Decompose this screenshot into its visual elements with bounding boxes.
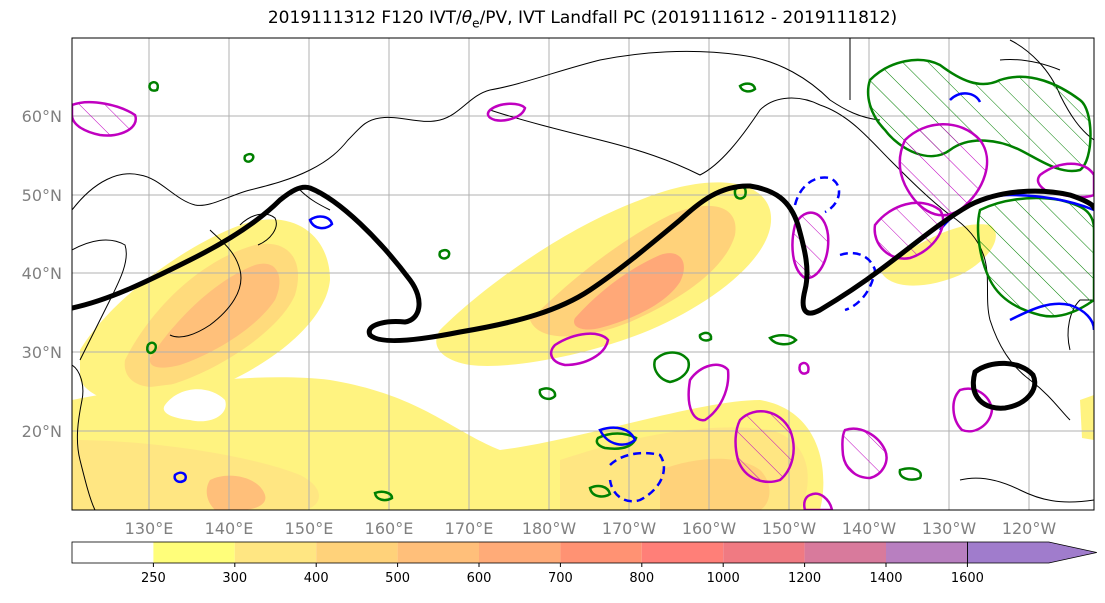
pv-contour	[72, 183, 1094, 411]
lon-label: 140°E	[205, 519, 254, 538]
map-area	[72, 38, 1094, 510]
colorbar-tick-label: 300	[222, 571, 247, 586]
colorbar-tick-label: 1000	[707, 571, 740, 586]
colorbar-tick-label: 250	[141, 571, 166, 586]
colorbar-cell	[72, 542, 154, 563]
longitude-labels: 130°E 140°E 150°E 160°E 170°E 180°W 170°…	[125, 519, 1057, 538]
colorbar-tick-label: 700	[548, 571, 573, 586]
title-prefix: 2019111312 F120 IVT/	[267, 8, 462, 28]
colorbar-tick-label: 500	[385, 571, 410, 586]
colorbar-cell	[641, 542, 724, 563]
map-frame	[71, 37, 1095, 511]
colorbar-cells	[71, 541, 1097, 564]
colorbar-tick-label: 600	[467, 571, 492, 586]
colorbar-cell	[804, 542, 886, 563]
colorbar-tick-label: 1600	[951, 571, 984, 586]
theta-symbol: θ	[461, 8, 473, 28]
colorbar: 250 300 400 500 600 700 800 1000 1200 1400 1600	[71, 541, 1097, 586]
colorbar-labels: 250 300 400 500 600 700 800 1000 1200 1400 1600	[141, 563, 984, 586]
lon-label: 170°E	[445, 519, 494, 538]
title-suffix: /PV, IVT Landfall PC (2019111612 - 20191…	[479, 8, 898, 28]
lon-label: 160°E	[365, 519, 414, 538]
colorbar-extend-arrow	[967, 541, 1097, 564]
lat-label: 50°N	[22, 186, 62, 205]
lon-label: 150°W	[762, 519, 817, 538]
theta-subscript: e	[472, 16, 480, 31]
lon-label: 180°W	[522, 519, 577, 538]
colorbar-cell	[560, 542, 642, 563]
lat-label: 40°N	[22, 264, 62, 283]
lon-label: 150°E	[285, 519, 334, 538]
colorbar-cell	[479, 542, 561, 563]
map-title: 2019111312 F120 IVT/θe/PV, IVT Landfall …	[0, 8, 1105, 30]
lon-label: 130°W	[922, 519, 977, 538]
colorbar-cell	[316, 542, 398, 563]
lat-label: 60°N	[22, 107, 62, 126]
lon-label: 120°W	[1002, 519, 1057, 538]
lat-label: 30°N	[22, 343, 62, 362]
lon-label: 170°W	[602, 519, 657, 538]
lat-label: 20°N	[22, 422, 62, 441]
lon-label: 160°W	[682, 519, 737, 538]
colorbar-cell	[723, 542, 805, 563]
lon-label: 140°W	[842, 519, 897, 538]
colorbar-tick-label: 1400	[869, 571, 902, 586]
colorbar-tick-label: 800	[629, 571, 654, 586]
lon-label: 130°E	[125, 519, 174, 538]
colorbar-cell	[153, 542, 235, 563]
latitude-labels: 60°N 50°N 40°N 30°N 20°N	[22, 107, 62, 441]
colorbar-cell	[234, 542, 317, 563]
colorbar-tick-label: 1200	[788, 571, 821, 586]
colorbar-cell	[886, 542, 968, 563]
colorbar-tick-label: 400	[304, 571, 329, 586]
colorbar-cell	[397, 542, 479, 563]
ivt-pc-contours	[72, 101, 1094, 510]
colorbar-frame	[71, 541, 968, 564]
